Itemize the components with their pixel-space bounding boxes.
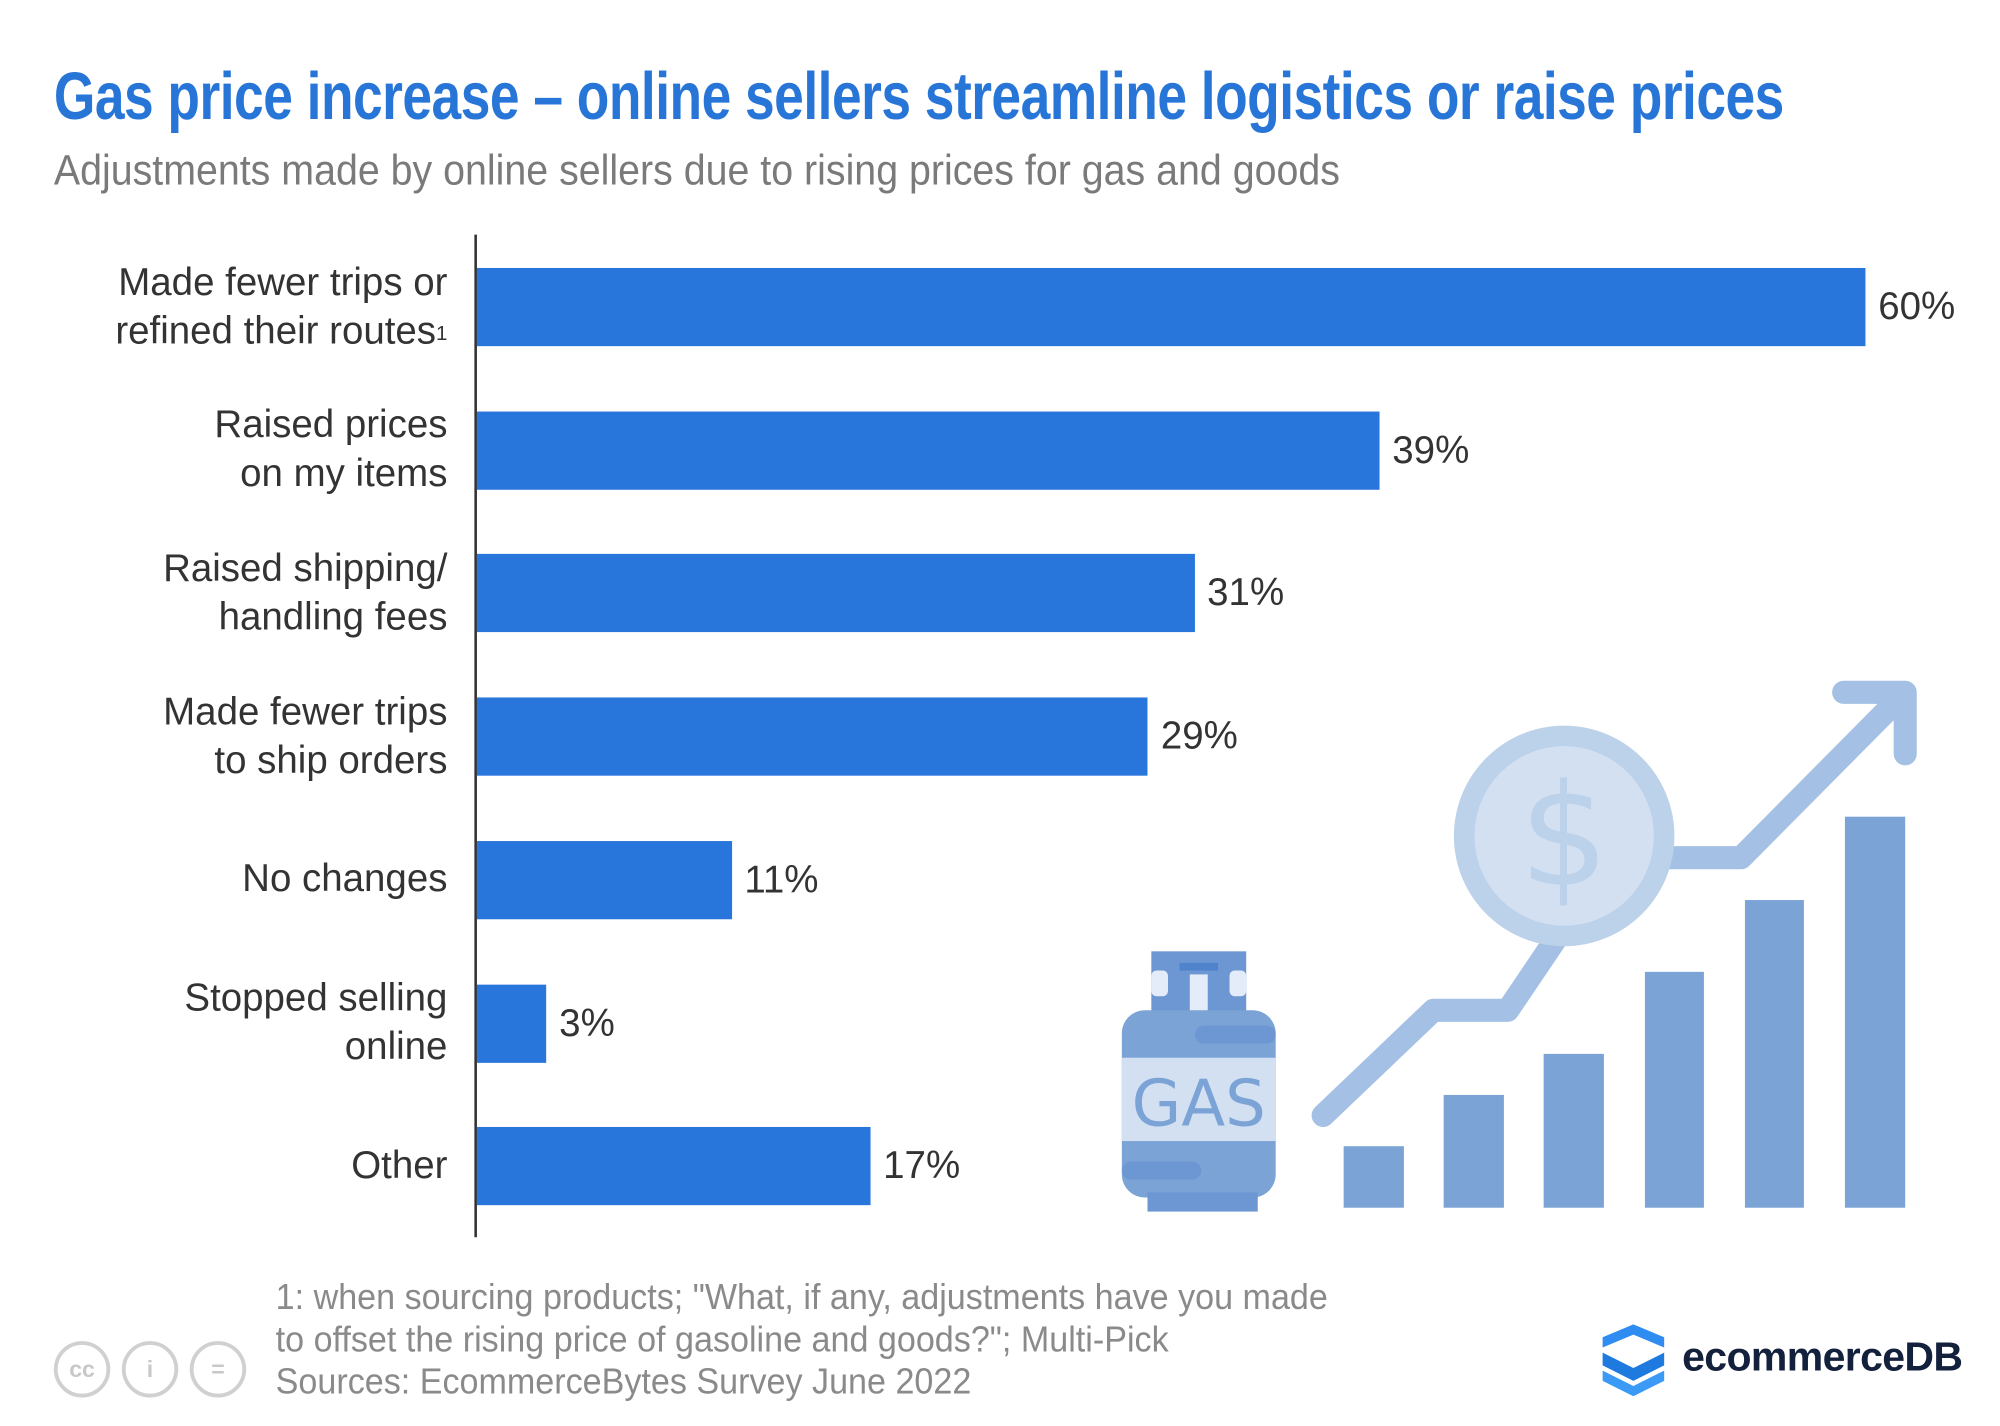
data-label: 60% <box>1878 285 1956 329</box>
dollar-coin-icon: $ <box>1453 725 1675 947</box>
category-label-line: Stopped selling <box>184 976 448 1020</box>
category-label: Made fewer trips to ship orders <box>12 688 448 785</box>
category-label-line: No changes <box>242 858 448 901</box>
footnote-line: 1: when sourcing products; "What, if any… <box>275 1276 1328 1317</box>
attribution-icon: i <box>121 1341 179 1398</box>
category-label-line: Made fewer trips <box>163 690 448 733</box>
creative-commons-icon: cc <box>53 1341 111 1398</box>
chart-subtitle: Adjustments made by online sellers due t… <box>53 146 1340 194</box>
category-label-line: Made fewer trips or <box>118 260 448 304</box>
y-axis-line <box>474 234 477 1238</box>
category-label-line: handling fees <box>218 596 448 639</box>
bar <box>476 840 732 920</box>
category-label-line: Raised prices <box>214 404 448 447</box>
chart-title: Gas price increase – online sellers stre… <box>53 60 1784 135</box>
bar <box>476 411 1380 490</box>
category-label-line: on my items <box>240 452 448 496</box>
data-label: 31% <box>1207 572 1285 615</box>
bar <box>476 1127 871 1206</box>
category-label: Stopped selling online <box>12 974 448 1071</box>
bar <box>476 697 1149 776</box>
category-label-line: online <box>344 1025 448 1068</box>
footnote-marker: 1 <box>436 322 448 345</box>
category-label-line: Other <box>351 1144 448 1187</box>
data-label: 17% <box>883 1145 961 1188</box>
category-label-line: refined their routes1 <box>12 307 448 356</box>
gas-label: GAS <box>1132 1068 1266 1142</box>
category-label: Made fewer trips or refined their routes1 <box>12 258 448 356</box>
bar <box>476 554 1195 633</box>
bar <box>476 984 547 1063</box>
category-label-line: to ship orders <box>214 739 448 782</box>
svg-text:$: $ <box>1519 755 1609 919</box>
bar <box>476 267 1866 347</box>
no-derivatives-icon: = <box>189 1341 247 1398</box>
category-label-line: Raised shipping/ <box>163 547 448 590</box>
data-label: 39% <box>1392 429 1470 472</box>
category-label: Raised prices on my items <box>12 402 448 499</box>
category-label-line: refined their routes <box>115 309 437 352</box>
footnote-line: to offset the rising price of gasoline a… <box>275 1319 1169 1360</box>
brand-name: ecommerceDB <box>1682 1333 1963 1380</box>
category-label: Raised shipping/handling fees <box>12 545 448 642</box>
data-label: 29% <box>1160 715 1238 758</box>
data-label: 11% <box>744 858 819 902</box>
source-line: Sources: EcommerceBytes Survey June 2022 <box>275 1361 972 1402</box>
category-label: Other <box>12 1142 448 1191</box>
ecommercedb-logo-icon <box>1602 1324 1665 1397</box>
category-label: No changes <box>12 856 448 905</box>
data-label: 3% <box>559 1001 615 1045</box>
gas-cylinder-icon: GAS <box>1121 951 1276 1212</box>
rising-chart-icon <box>1311 680 1917 1208</box>
footnote: 1: when sourcing products; "What, if any… <box>276 1276 1328 1403</box>
